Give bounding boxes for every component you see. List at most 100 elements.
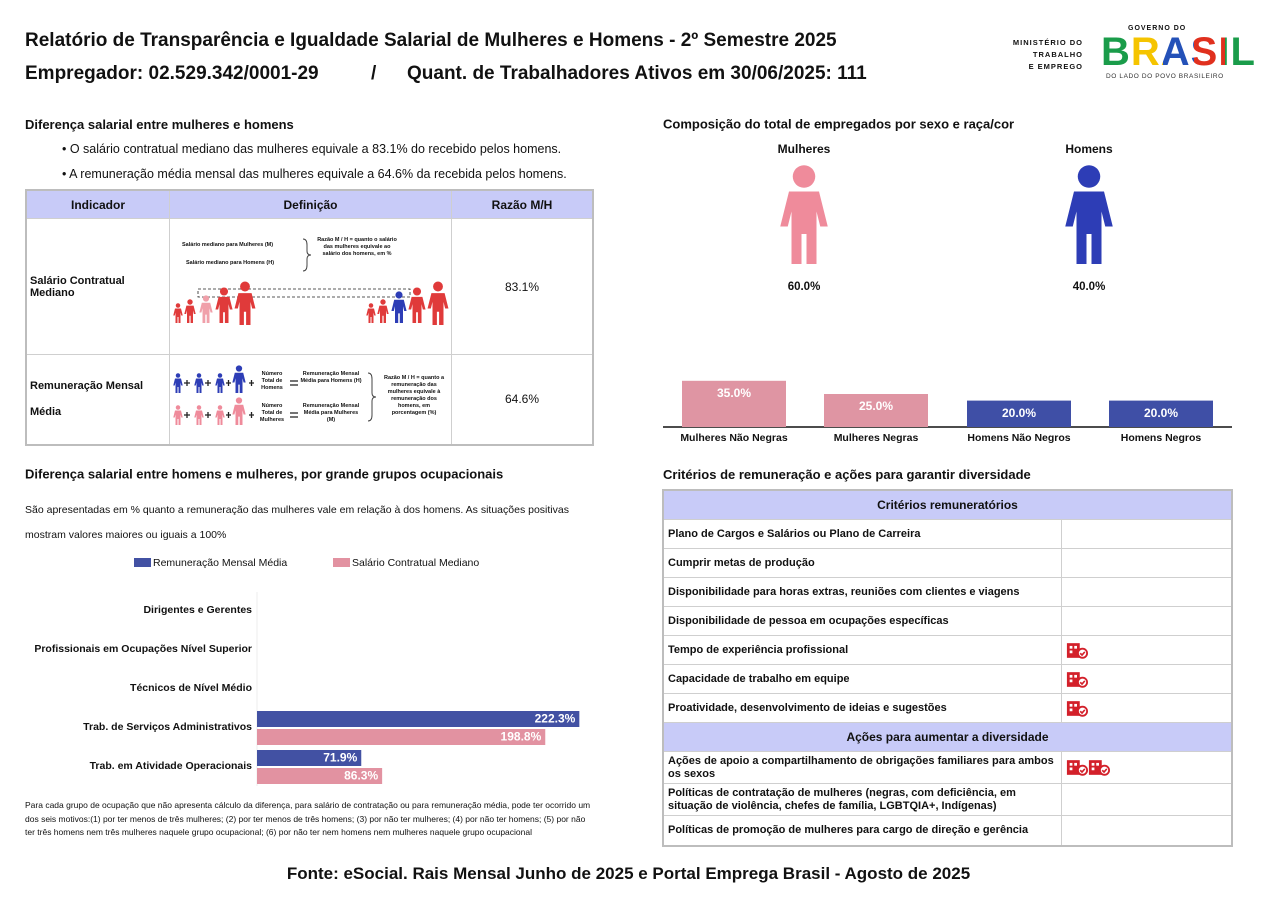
value-label: 71.9% bbox=[323, 751, 357, 765]
value-label: 40.0% bbox=[1073, 281, 1106, 293]
category-label: Homens Não Negros bbox=[967, 432, 1070, 444]
ministry-line: TRABALHO bbox=[1032, 50, 1083, 59]
criterion: Tempo de experiência profissional bbox=[662, 635, 1062, 665]
row: Disponibilidade para horas extras, reuni… bbox=[662, 577, 1233, 607]
criterion: Proatividade, desenvolvimento de ideias … bbox=[662, 693, 1062, 723]
dashed-box bbox=[197, 288, 411, 298]
row: Remuneração Mensal Média Número Total de… bbox=[25, 354, 594, 445]
status bbox=[1061, 548, 1233, 578]
bullet-text: A remuneração média mensal das mulheres … bbox=[69, 167, 567, 181]
gov-bottom: DO LADO DO POVO BRASILEIRO bbox=[1106, 73, 1224, 80]
row: Ações de apoio a compartilhamento de obr… bbox=[662, 751, 1233, 784]
ministry-line: MINISTÉRIO DO bbox=[1012, 38, 1083, 47]
equals-signs bbox=[290, 380, 298, 418]
infographic bbox=[173, 365, 377, 425]
status bbox=[1061, 577, 1233, 607]
row: Capacidade de trabalho em equipe bbox=[662, 664, 1233, 694]
plus-signs bbox=[184, 380, 254, 418]
row: Cumprir metas de produção bbox=[662, 548, 1233, 578]
criterion: Políticas de promoção de mulheres para c… bbox=[662, 815, 1062, 846]
header-row: Ações para aumentar a diversidade bbox=[662, 722, 1233, 752]
bar bbox=[1109, 400, 1213, 427]
info-text: Razão M / H = quanto o salário das mulhe… bbox=[317, 237, 397, 257]
infographic bbox=[173, 238, 449, 325]
header-row: Critérios remuneratórios bbox=[662, 489, 1233, 520]
operators bbox=[184, 380, 298, 418]
indicator-table: Indicador Definição Razão M/H Salário Co… bbox=[25, 189, 594, 446]
bullet: • A remuneração média mensal das mulhere… bbox=[62, 167, 567, 181]
title: Relatório de Transparência e Igualdade S… bbox=[25, 30, 837, 51]
status bbox=[1061, 519, 1233, 549]
status bbox=[1061, 606, 1233, 636]
chart-subtitle: São apresentadas em % quanto a remuneraç… bbox=[25, 504, 569, 541]
row: Tempo de experiência profissional bbox=[662, 635, 1233, 665]
criterion: Plano de Cargos e Salários ou Plano de C… bbox=[662, 519, 1062, 549]
legend-label: Remuneração Mensal Média bbox=[153, 557, 287, 569]
category-label: Homens bbox=[1065, 142, 1113, 156]
icon-shape bbox=[1066, 699, 1088, 717]
category-label: Trab. em Atividade Operacionais bbox=[90, 760, 253, 772]
employer: Empregador: 02.529.342/0001-29 bbox=[25, 63, 319, 84]
criterion: Ações de apoio a compartilhamento de obr… bbox=[662, 751, 1062, 784]
section-title: Critérios de remuneração e ações para ga… bbox=[663, 467, 1031, 482]
value-label: 20.0% bbox=[1144, 406, 1178, 420]
category-label: Mulheres Negras bbox=[834, 432, 919, 444]
icon bbox=[1066, 641, 1088, 659]
criterion: Políticas de contratação de mulheres (ne… bbox=[662, 783, 1062, 816]
category-label: Técnicos de Nível Médio bbox=[130, 682, 252, 694]
row: Salário Contratual Mediano Salário media… bbox=[25, 218, 594, 355]
criterion: Disponibilidade de pessoa em ocupações e… bbox=[662, 606, 1062, 636]
legend-swatch bbox=[134, 558, 151, 567]
gov-top: GOVERNO DO bbox=[1128, 25, 1187, 32]
bar bbox=[682, 380, 786, 427]
info-text: Salário mediano para Homens (H) bbox=[186, 260, 275, 266]
icon bbox=[1066, 699, 1088, 717]
separator: / bbox=[371, 63, 377, 84]
icon bbox=[1066, 759, 1088, 776]
value-label: 222.3% bbox=[535, 712, 576, 726]
legend-label: Salário Contratual Mediano bbox=[352, 557, 479, 569]
definition: Número Total de Homens Remuneração Mensa… bbox=[169, 354, 452, 445]
category-label: Mulheres bbox=[778, 142, 831, 156]
workers: Quant. de Trabalhadores Ativos em 30/06/… bbox=[407, 63, 867, 84]
legend-swatch bbox=[333, 558, 350, 567]
icon-shape bbox=[1066, 641, 1088, 659]
criterion: Disponibilidade para horas extras, reuni… bbox=[662, 577, 1062, 607]
criteria-body: Critérios remuneratórios Plano de Cargos … bbox=[662, 489, 1233, 846]
category-label: Dirigentes e Gerentes bbox=[143, 604, 252, 616]
category-label: Mulheres Não Negras bbox=[680, 432, 788, 444]
status bbox=[1061, 664, 1233, 694]
bullet: • O salário contratual mediano das mulhe… bbox=[62, 142, 562, 156]
row: Políticas de contratação de mulheres (ne… bbox=[662, 783, 1233, 816]
criterion: Cumprir metas de produção bbox=[662, 548, 1062, 578]
table-header: Critérios remuneratórios bbox=[662, 489, 1233, 520]
gov-brand: BRASIL bbox=[1101, 30, 1256, 74]
brace bbox=[302, 238, 312, 272]
category-label: Trab. de Serviços Administrativos bbox=[83, 721, 252, 733]
info-text: Salário mediano para Mulheres (M) bbox=[182, 242, 274, 248]
bullet-text: O salário contratual mediano das mulhere… bbox=[69, 142, 562, 156]
bar bbox=[824, 394, 928, 427]
chart-title: Diferença salarial entre homens e mulher… bbox=[25, 466, 503, 481]
status bbox=[1061, 783, 1233, 816]
status bbox=[1061, 635, 1233, 665]
th: Definição bbox=[169, 189, 452, 219]
value-label: 35.0% bbox=[717, 386, 751, 400]
status bbox=[1061, 693, 1233, 723]
value-label: 60.0% bbox=[788, 281, 821, 293]
row: Plano de Cargos e Salários ou Plano de C… bbox=[662, 519, 1233, 549]
criterion: Capacidade de trabalho em equipe bbox=[662, 664, 1062, 694]
category-label: Homens Negros bbox=[1121, 432, 1202, 444]
value-label: 20.0% bbox=[1002, 406, 1036, 420]
bar bbox=[967, 400, 1071, 427]
icon-shape bbox=[1066, 670, 1088, 688]
status bbox=[1061, 815, 1233, 846]
status bbox=[1061, 751, 1233, 784]
ratio: 83.1% bbox=[451, 218, 594, 355]
row: Disponibilidade de pessoa em ocupações e… bbox=[662, 606, 1233, 636]
ministry-logo: MINISTÉRIO DO TRABALHO E EMPREGO bbox=[990, 37, 1083, 73]
info-text: Remuneração Mensal Média para Mulheres (… bbox=[302, 403, 360, 423]
